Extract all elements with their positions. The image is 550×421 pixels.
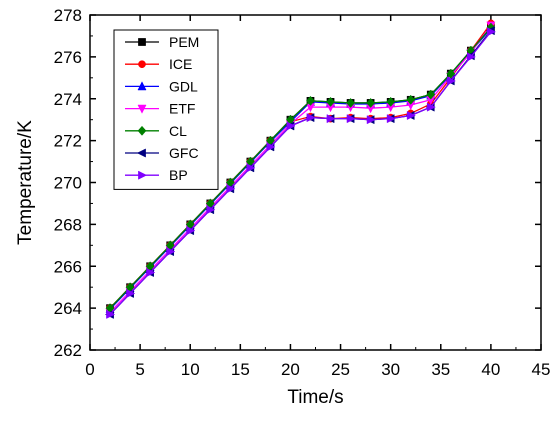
data-point-cl <box>406 94 416 105</box>
data-point-bp <box>206 205 216 215</box>
data-point-bp <box>346 114 356 124</box>
data-point-bp <box>146 268 156 278</box>
legend-entry-gdl: GDL <box>125 78 198 94</box>
x-axis-title: Time/s <box>287 387 343 408</box>
data-point-cl <box>346 97 356 108</box>
x-tick-label: 20 <box>281 360 300 379</box>
y-tick-label: 278 <box>54 6 82 25</box>
data-point-bp <box>106 309 116 319</box>
legend-entry-ice: ICE <box>125 56 192 72</box>
data-point-cl <box>446 68 456 79</box>
data-point-bp <box>487 27 497 37</box>
x-tick-label: 25 <box>331 360 350 379</box>
x-axis: 0 5 10 15 20 25 30 35 40 45 <box>85 15 550 379</box>
data-point-cl <box>326 96 335 107</box>
data-point-bp <box>186 226 196 236</box>
y-axis: 262 264 266 268 270 272 274 276 278 <box>54 6 541 360</box>
legend-label: GDL <box>169 78 198 94</box>
legend-marker <box>137 81 147 91</box>
data-point-bp <box>166 247 176 257</box>
legend-entry-pem: PEM <box>125 34 199 50</box>
x-tick-label: 35 <box>431 360 450 379</box>
series-bp <box>106 27 497 319</box>
series-layer <box>104 19 497 319</box>
data-point-bp <box>426 102 436 112</box>
data-point-bp <box>246 163 256 173</box>
data-point-bp <box>326 114 336 124</box>
y-tick-label: 274 <box>54 90 82 109</box>
data-point-cl <box>386 96 396 107</box>
legend-marker <box>136 148 146 158</box>
x-tick-label: 15 <box>231 360 250 379</box>
legend-entry-bp: BP <box>125 167 188 183</box>
legend-marker <box>138 38 146 46</box>
legend: PEM ICE GDL ETF CL GFC BP <box>113 29 219 190</box>
y-tick-label: 262 <box>54 341 82 360</box>
data-point-bp <box>286 121 296 131</box>
y-tick-label: 270 <box>54 174 82 193</box>
data-point-bp <box>446 76 456 86</box>
y-axis-title: Temperature/K <box>15 120 36 245</box>
x-tick-label: 30 <box>381 360 400 379</box>
x-tick-label: 40 <box>481 360 500 379</box>
data-point-cl <box>306 95 315 106</box>
y-tick-label: 264 <box>54 299 82 318</box>
y-tick-label: 276 <box>54 48 82 67</box>
legend-marker <box>138 170 148 180</box>
data-point-bp <box>266 142 276 152</box>
y-tick-label: 268 <box>54 215 82 234</box>
legend-label: BP <box>169 167 188 183</box>
legend-entry-cl: CL <box>125 123 187 139</box>
data-point-bp <box>126 288 136 298</box>
x-tick-label: 45 <box>532 360 550 379</box>
legend-label: PEM <box>169 34 199 50</box>
legend-label: GFC <box>169 145 199 161</box>
data-point-bp <box>406 110 416 121</box>
data-point-cl <box>366 97 376 108</box>
legend-entry-etf: ETF <box>125 101 195 117</box>
legend-marker <box>137 104 147 114</box>
y-tick-label: 272 <box>54 132 82 151</box>
data-point-bp <box>466 52 477 62</box>
x-tick-label: 10 <box>181 360 200 379</box>
data-point-cl <box>426 89 436 100</box>
data-point-bp <box>386 114 396 124</box>
data-point-bp <box>226 184 236 194</box>
legend-marker <box>137 125 147 136</box>
x-tick-label: 0 <box>85 360 94 379</box>
legend-box <box>113 29 219 190</box>
data-point-bp <box>306 113 316 123</box>
legend-entry-gfc: GFC <box>125 145 199 161</box>
legend-label: ETF <box>169 101 195 117</box>
x-tick-label: 5 <box>135 360 144 379</box>
y-tick-label: 266 <box>54 257 82 276</box>
data-point-bp <box>366 115 376 125</box>
legend-label: CL <box>169 123 187 139</box>
legend-label: ICE <box>169 56 192 72</box>
legend-marker <box>138 60 146 69</box>
